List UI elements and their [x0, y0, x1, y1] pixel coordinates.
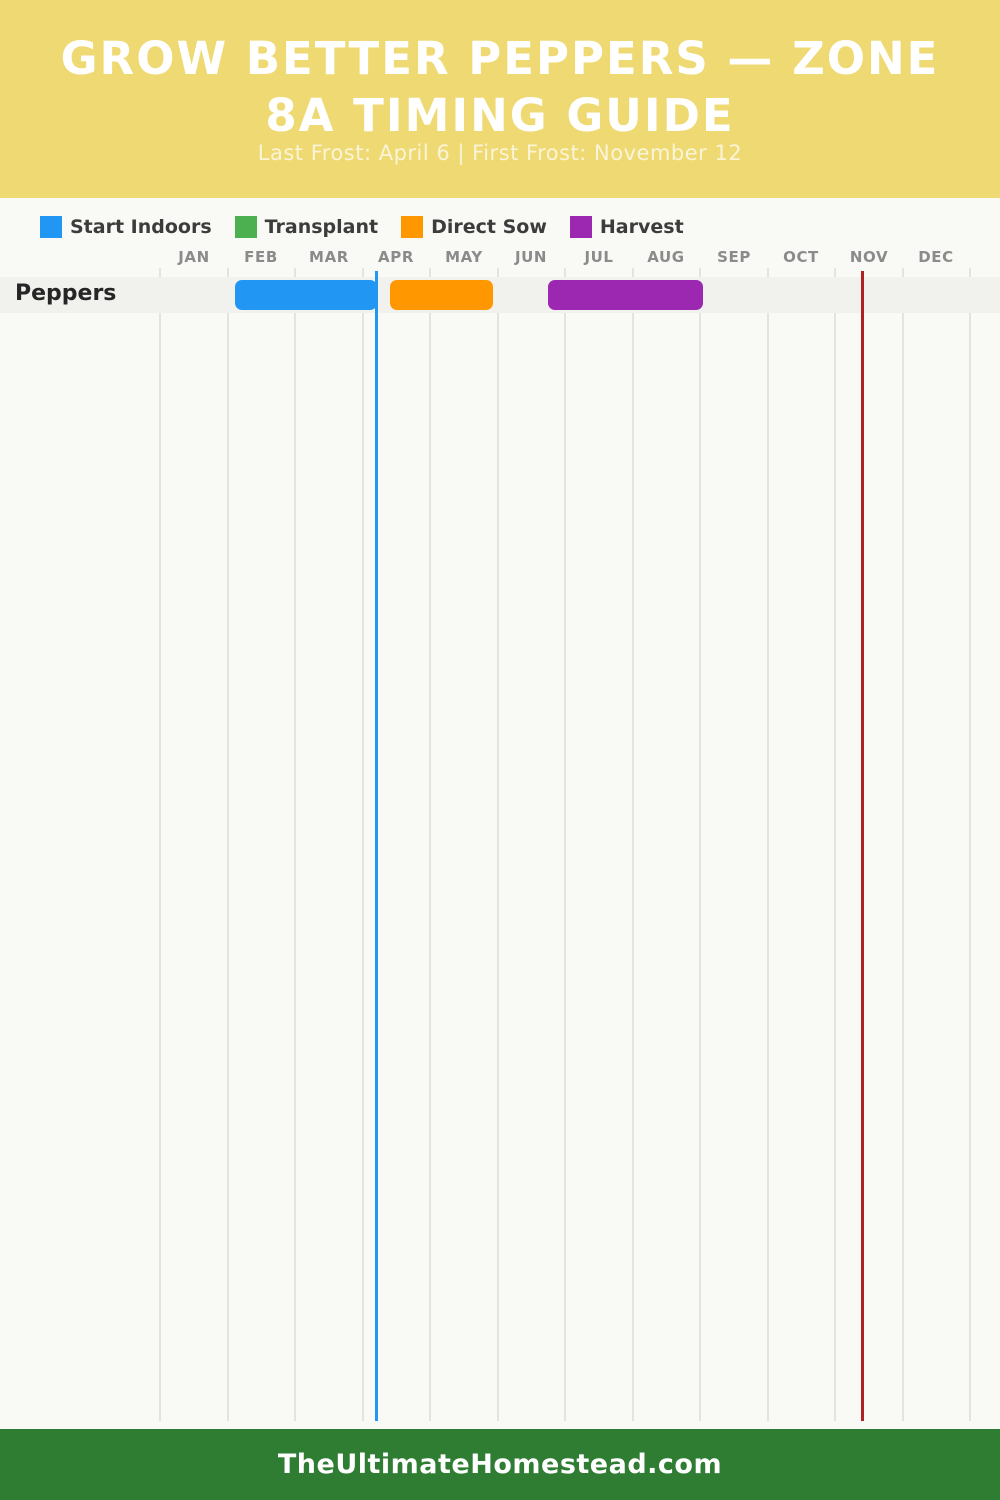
- legend: Start Indoors Transplant Direct Sow Harv…: [40, 216, 684, 238]
- month-label-aug: AUG: [647, 248, 685, 266]
- month-label-jul: JUL: [584, 248, 614, 266]
- start-indoors-swatch-icon: [40, 216, 62, 238]
- page-title-line1: GROW BETTER PEPPERS — ZONE: [60, 32, 940, 85]
- month-label-may: MAY: [445, 248, 483, 266]
- month-label-jan: JAN: [178, 248, 210, 266]
- legend-item-direct-sow: Direct Sow: [401, 216, 547, 238]
- month-label-sep: SEP: [717, 248, 751, 266]
- gridline: [632, 268, 634, 1421]
- legend-item-start-indoors: Start Indoors: [40, 216, 212, 238]
- direct-sow-bar: [390, 280, 493, 310]
- harvest-swatch-icon: [569, 216, 592, 238]
- legend-item-transplant: Transplant: [234, 216, 379, 238]
- legend-label: Direct Sow: [431, 216, 547, 238]
- month-label-nov: NOV: [849, 248, 889, 266]
- gridline: [362, 268, 364, 1421]
- gridline: [969, 268, 971, 1421]
- month-label-feb: FEB: [244, 248, 278, 266]
- page-title-line2: 8A TIMING GUIDE: [265, 89, 735, 142]
- crop-row-band: [0, 277, 1000, 313]
- month-label-dec: DEC: [918, 248, 954, 266]
- legend-label: Start Indoors: [70, 216, 212, 238]
- gridline: [429, 268, 431, 1421]
- start-indoors-bar: [235, 280, 377, 310]
- footer-banner: TheUltimateHomestead.com: [0, 1429, 1000, 1500]
- month-label-jun: JUN: [514, 248, 548, 266]
- gridline: [159, 268, 161, 1421]
- gridline: [767, 268, 769, 1421]
- month-label-oct: OCT: [783, 248, 819, 266]
- harvest-bar: [548, 280, 703, 310]
- direct-sow-swatch-icon: [401, 216, 424, 238]
- gridline: [497, 268, 499, 1421]
- transplant-swatch-icon: [234, 216, 257, 238]
- legend-label: Transplant: [264, 216, 379, 238]
- legend-label: Harvest: [599, 216, 684, 238]
- gridline: [834, 268, 836, 1421]
- month-label-mar: MAR: [309, 248, 349, 266]
- last-frost-line: [375, 271, 378, 1421]
- frost-dates-subtitle: Last Frost: April 6 | First Frost: Novem…: [257, 141, 743, 165]
- gridline: [699, 268, 701, 1421]
- gridline: [227, 268, 229, 1421]
- first-frost-line: [861, 271, 864, 1421]
- header-banner: GROW BETTER PEPPERS — ZONE 8A TIMING GUI…: [0, 0, 1000, 198]
- website-url: TheUltimateHomestead.com: [277, 1449, 723, 1480]
- legend-item-harvest: Harvest: [569, 216, 684, 238]
- gridline: [902, 268, 904, 1421]
- month-label-apr: APR: [378, 248, 414, 266]
- gridline: [564, 268, 566, 1421]
- timing-chart: Start Indoors Transplant Direct Sow Harv…: [0, 198, 1000, 1421]
- gridline: [294, 268, 296, 1421]
- crop-row-label: Peppers: [15, 281, 117, 306]
